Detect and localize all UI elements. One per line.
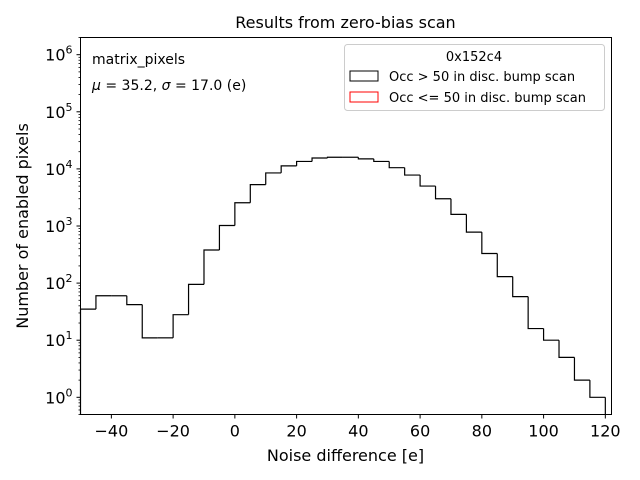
histogram-bin (589, 380, 606, 398)
histogram-bin (280, 165, 297, 173)
legend-swatch-series-2 (349, 91, 379, 103)
histogram-bin (542, 328, 560, 341)
histogram-bin (434, 186, 451, 200)
legend-label-series-2: Occ <= 50 in disc. bump scan (389, 91, 586, 106)
axis-ticks: −40 −20 0 20 40 60 80 100 120 100 101 102 103 104 105 1… (45, 37, 621, 441)
x-tick-label: 0 (230, 422, 240, 441)
x-tick-label: 100 (528, 422, 559, 441)
x-tick-label: −20 (156, 422, 190, 441)
chart-title: Results from zero-bias scan (235, 13, 455, 32)
histogram-bin (388, 161, 405, 169)
histogram-bin (450, 198, 467, 215)
histogram-bin (249, 184, 266, 203)
y-tick-label: 104 (45, 158, 72, 179)
histogram-bin (172, 314, 189, 338)
x-tick-label: 120 (590, 422, 621, 441)
mu-value: = 35.2, (101, 78, 162, 94)
mu-symbol: μ (91, 78, 101, 94)
histogram-bin (95, 295, 112, 310)
histogram-bin (296, 160, 313, 166)
histogram-bin (496, 253, 513, 278)
y-tick-label: 103 (45, 215, 72, 236)
y-tick-label: 105 (45, 101, 72, 122)
histogram-bin (326, 156, 343, 159)
legend-title: 0x152c4 (446, 50, 502, 65)
histogram-bin (558, 340, 575, 358)
x-tick-label: 20 (286, 422, 306, 441)
histogram-bin (203, 249, 220, 285)
histogram-bin (419, 175, 436, 187)
histogram-bin (126, 295, 143, 306)
histogram-series-1 (79, 156, 606, 415)
histogram-bin (404, 167, 421, 176)
y-tick-label: 102 (45, 272, 72, 293)
histogram-bin (373, 158, 390, 163)
x-axis-label: Noise difference [e] (267, 446, 424, 465)
histogram-bin (311, 157, 328, 162)
annotation-matrix-pixels: matrix_pixels (92, 52, 185, 68)
plot-area-frame (80, 37, 612, 415)
histogram-bin (234, 202, 251, 226)
y-axis-label: Number of enabled pixels (13, 123, 32, 329)
histogram-bin (512, 276, 529, 298)
x-tick-label: 40 (348, 422, 368, 441)
x-tick-label: −40 (94, 422, 128, 441)
legend-frame (344, 44, 605, 111)
legend-swatch-series-1 (349, 70, 379, 82)
histogram-bin (187, 283, 204, 315)
histogram-bin (573, 357, 590, 381)
sigma-value: = 17.0 (e) (171, 78, 247, 94)
histogram-bin (481, 232, 498, 255)
annotation-stats: μ = 35.2, σ = 17.0 (e) (91, 78, 246, 94)
y-tick-label: 100 (45, 386, 72, 407)
histogram-bin (218, 224, 235, 250)
legend: 0x152c4 Occ > 50 in disc. bump scan Occ … (344, 44, 605, 111)
histogram-bin (357, 157, 374, 160)
x-tick-label: 60 (410, 422, 430, 441)
histogram-bin (265, 172, 282, 185)
histogram-bin (465, 214, 482, 233)
y-tick-label: 106 (45, 44, 72, 65)
x-tick-label: 80 (472, 422, 492, 441)
y-tick-label: 101 (45, 329, 72, 350)
histogram-series-1-bins (79, 156, 606, 415)
histogram-bin (527, 296, 544, 330)
sigma-symbol: σ (162, 78, 172, 94)
histogram-bin (141, 304, 158, 339)
legend-label-series-1: Occ > 50 in disc. bump scan (389, 70, 575, 85)
